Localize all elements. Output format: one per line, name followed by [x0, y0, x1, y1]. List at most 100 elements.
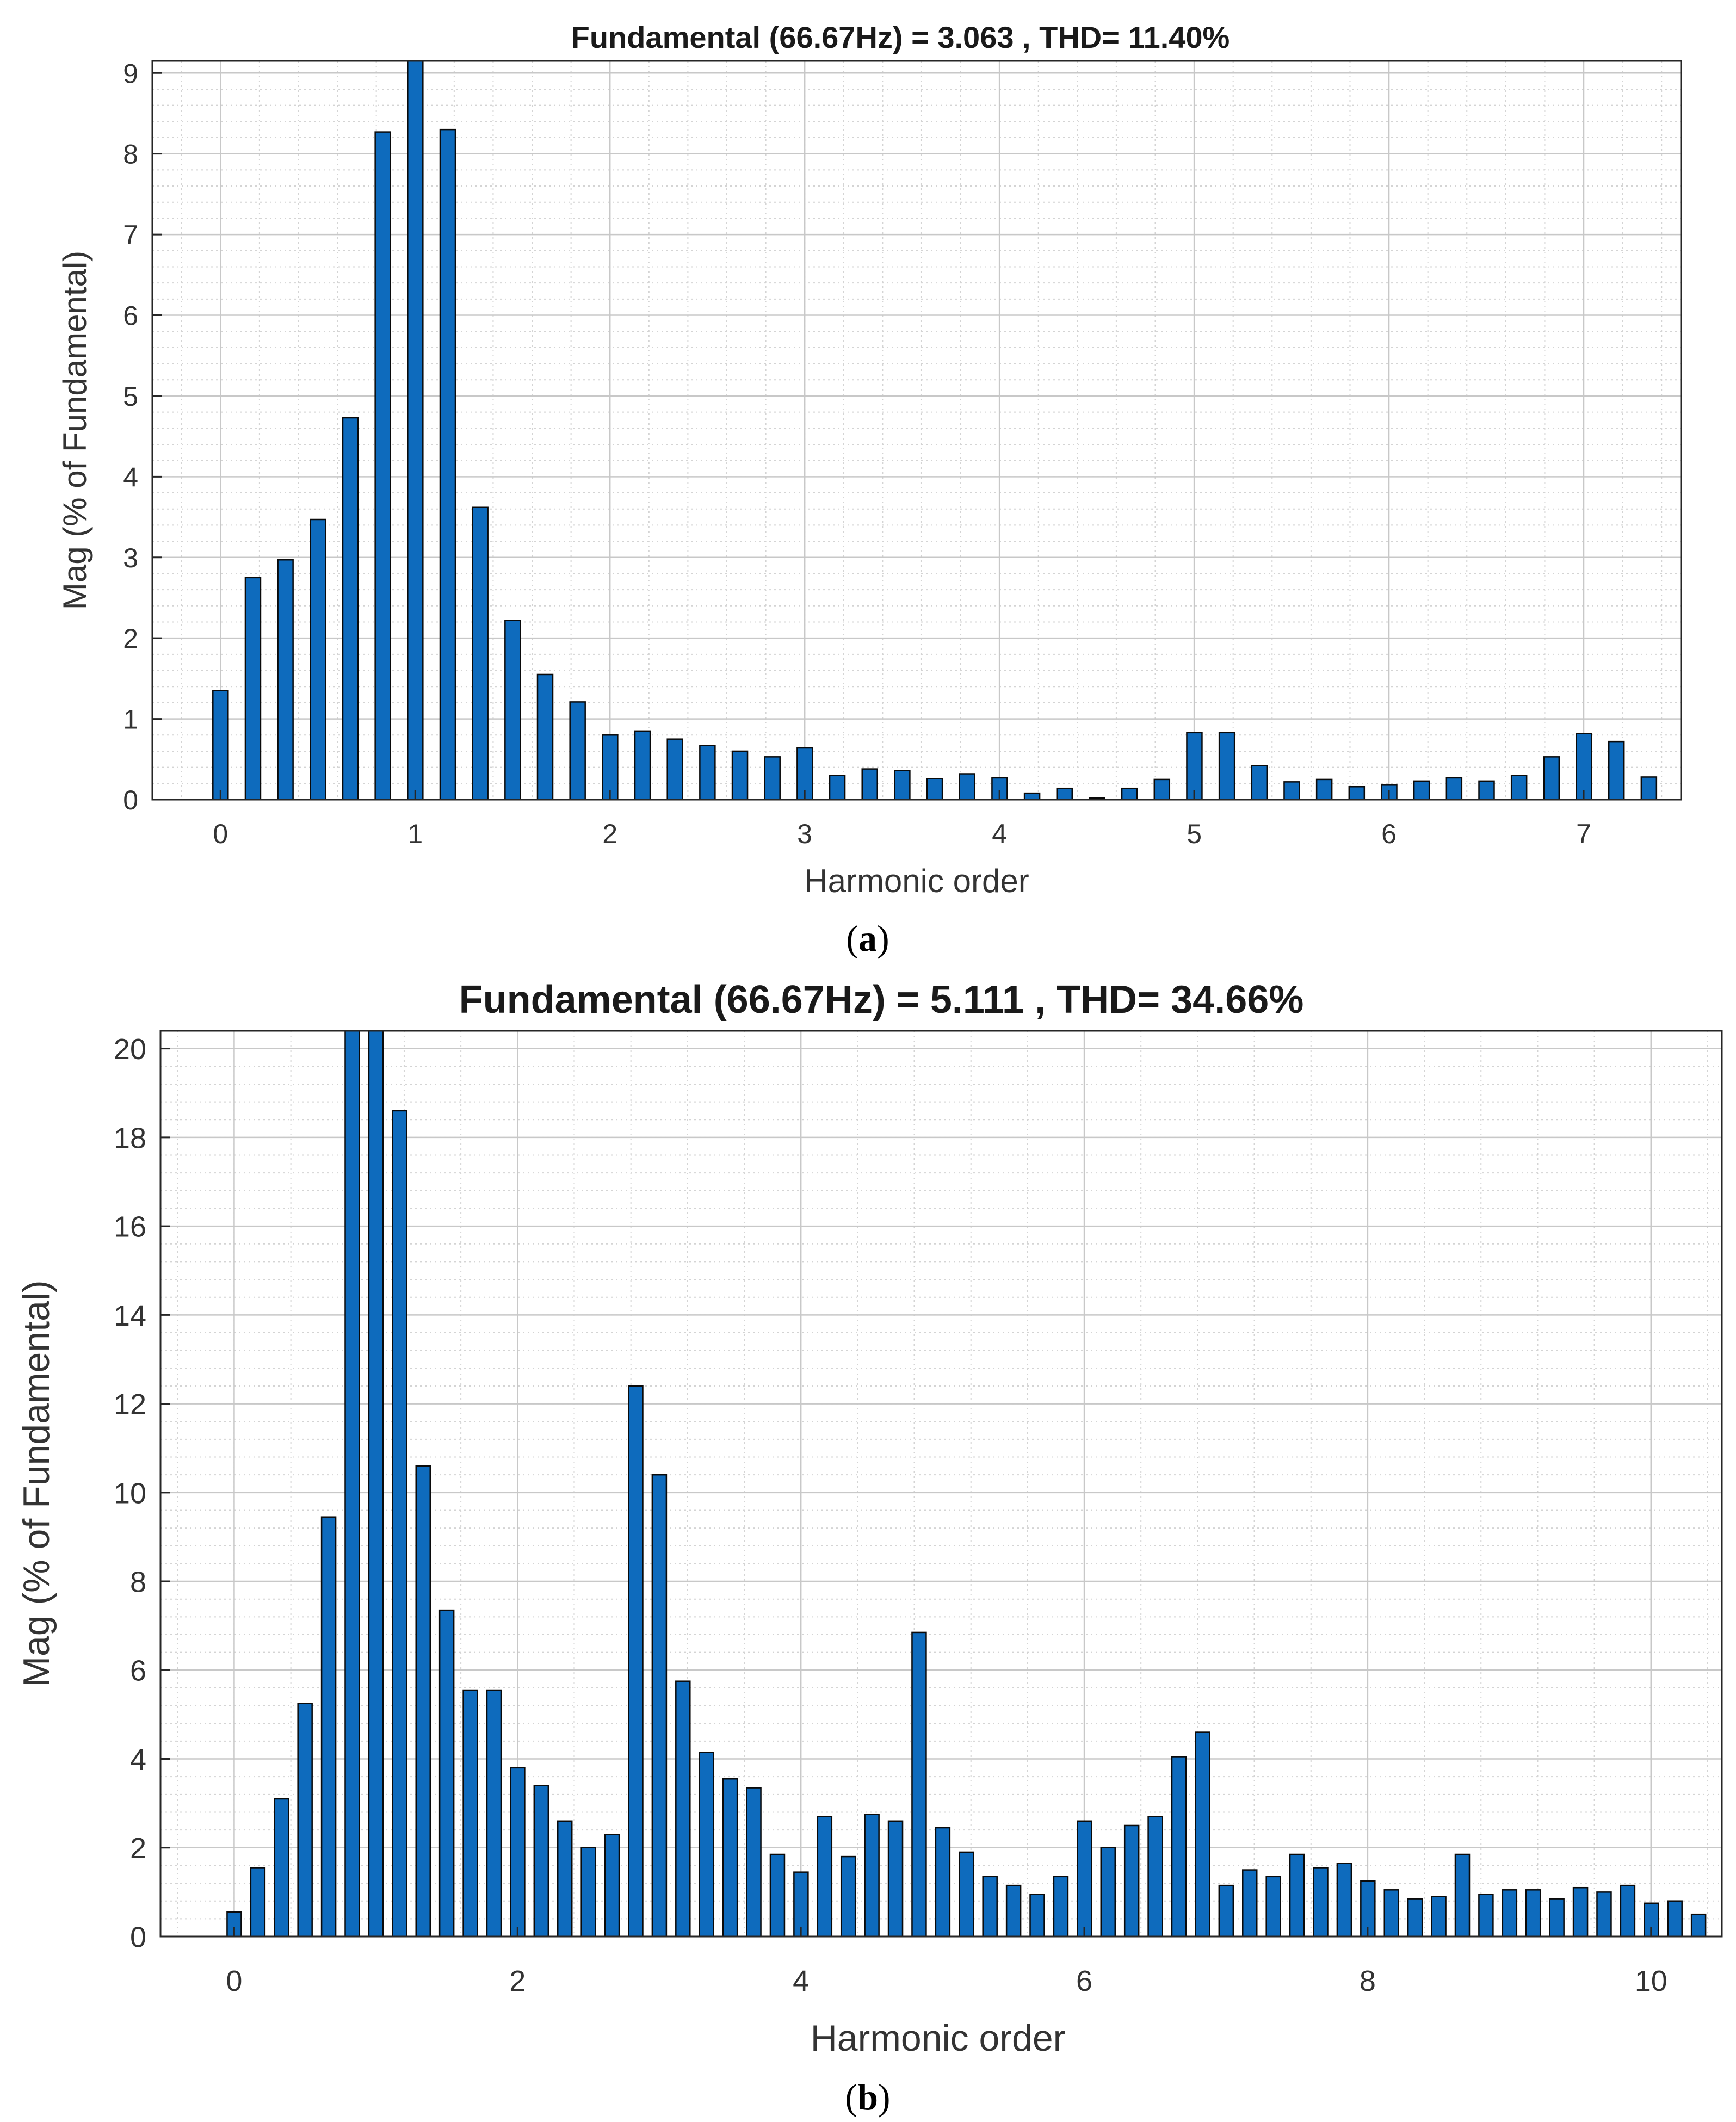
- chart-b-bar: [250, 1867, 266, 1938]
- chart-panel-b: 0 2 4 6 8 10 0 2 4 6 8 10 12 14 16 18 20 Fundamental (6…: [16, 978, 1723, 2118]
- chart-a-bar: [1251, 765, 1268, 801]
- chart-b-bar: [297, 1703, 313, 1938]
- chart-b-plot-frame: [159, 1030, 1723, 1938]
- chart-a-x-axis-label: Harmonic order: [804, 863, 1029, 899]
- chart-b-x-axis-label: Harmonic order: [811, 2018, 1066, 2059]
- chart-b-bar: [1502, 1889, 1518, 1938]
- chart-b-bar: [344, 1030, 360, 1938]
- chart-a-bar: [342, 417, 359, 801]
- chart-a-y-tick-label: 1: [123, 704, 138, 735]
- chart-b-y-tick-label: 16: [114, 1211, 146, 1243]
- chart-b-bar: [1667, 1900, 1683, 1938]
- chart-a-title: Fundamental (66.67Hz) = 3.063 , THD= 11.…: [571, 20, 1230, 54]
- chart-b-bar: [274, 1798, 289, 1938]
- chart-a-x-tick-label: 1: [407, 819, 423, 849]
- chart-a-x-ticks: 0 1 2 3 4 5 6 7: [213, 790, 1591, 849]
- chart-a-bar: [407, 60, 424, 801]
- chart-b-bar: [1690, 1913, 1707, 1938]
- chart-a-plot-frame: [151, 60, 1682, 801]
- chart-b-y-tick-label: 12: [114, 1388, 146, 1421]
- chart-b-bar: [1147, 1816, 1163, 1938]
- chart-a-x-tick-label: 3: [797, 819, 812, 849]
- chart-b-bar: [935, 1827, 951, 1938]
- chart-a-bar: [1445, 777, 1463, 801]
- chart-b-bar: [1100, 1847, 1116, 1938]
- chart-b-bar: [1242, 1869, 1258, 1938]
- chart-a-bar: [1218, 732, 1235, 801]
- chart-a-bar: [1348, 786, 1366, 801]
- chart-b-bar: [533, 1785, 549, 1938]
- chart-b-bar: [320, 1516, 337, 1938]
- chart-a-bar: [991, 777, 1008, 801]
- chart-a-bar: [829, 775, 846, 801]
- chart-a-bar: [699, 745, 716, 801]
- chart-b-bar: [1549, 1898, 1565, 1938]
- chart-a-bar: [1478, 780, 1495, 801]
- chart-a-bar: [1640, 776, 1658, 801]
- chart-b-y-tick-label: 0: [130, 1921, 146, 1953]
- chart-b-bar: [438, 1609, 455, 1938]
- chart-a-bar: [374, 131, 391, 801]
- chart-b-bar: [675, 1680, 691, 1938]
- chart-a-bar: [212, 690, 229, 801]
- chart-b-bar: [392, 1110, 407, 1938]
- chart-b-bar: [1289, 1853, 1305, 1938]
- chart-a-x-tick-label: 6: [1381, 819, 1397, 849]
- chart-a-bar: [504, 620, 521, 801]
- chart-a-bar: [310, 518, 326, 801]
- chart-a-caption: (a): [846, 918, 889, 959]
- chart-b-bar: [1218, 1884, 1234, 1938]
- chart-b-bar: [1336, 1863, 1352, 1938]
- chart-b-bar: [604, 1834, 620, 1938]
- chart-a-x-tick-label: 4: [992, 819, 1007, 849]
- chart-b-bar: [368, 1030, 384, 1938]
- chart-a-bar: [926, 778, 943, 801]
- chart-a-y-tick-label: 6: [123, 301, 138, 331]
- chart-a-y-tick-label: 9: [123, 58, 138, 89]
- chart-a-y-tick-label: 7: [123, 220, 138, 250]
- chart-b-bar: [699, 1752, 714, 1938]
- chart-b-bar: [746, 1787, 762, 1938]
- chart-b-bars: [226, 1030, 1707, 1938]
- chart-a-bar: [472, 506, 489, 801]
- chart-a-bar: [277, 559, 294, 801]
- chart-b-bar: [462, 1689, 478, 1938]
- chart-b-caption: (b): [845, 2076, 890, 2118]
- chart-a-bar: [244, 577, 262, 801]
- chart-b-y-ticks: 0 2 4 6 8 10 12 14 16 18 20: [114, 1033, 170, 1953]
- chart-b-bar: [580, 1847, 596, 1938]
- chart-a-bar: [634, 730, 651, 801]
- chart-a-bar: [1608, 740, 1625, 801]
- chart-b-bar: [1383, 1889, 1399, 1938]
- chart-b-bar: [722, 1778, 738, 1938]
- chart-b-bar: [1313, 1867, 1329, 1938]
- chart-a-bar: [959, 773, 975, 801]
- chart-b-bar: [1029, 1894, 1045, 1938]
- chart-b-bar: [557, 1820, 573, 1938]
- chart-a-bar: [1315, 778, 1333, 801]
- chart-a-bar: [439, 128, 456, 801]
- chart-b-bar: [1478, 1894, 1494, 1938]
- chart-b-bar: [510, 1767, 526, 1938]
- chart-b-bar: [1005, 1884, 1022, 1938]
- chart-b-bar: [817, 1816, 833, 1938]
- chart-panel-a: 0 1 2 3 4 5 6 7 0 1 2 3 4 5 6 7 8 9 Fundamental (66.67Hz…: [57, 20, 1682, 959]
- chart-b-bar: [1572, 1886, 1589, 1938]
- chart-a-bar: [1121, 787, 1138, 801]
- chart-b-bar: [1077, 1820, 1092, 1938]
- chart-b-bar: [911, 1631, 927, 1938]
- chart-b-bar: [1620, 1884, 1636, 1938]
- chart-a-bar: [569, 701, 586, 801]
- chart-a-y-tick-label: 2: [123, 623, 138, 654]
- chart-b-bar: [1123, 1824, 1140, 1938]
- chart-a-bar: [1543, 756, 1560, 801]
- chart-a-bar: [861, 768, 878, 801]
- chart-b-x-tick-label: 0: [226, 1965, 242, 1997]
- chart-b-bar: [959, 1851, 974, 1938]
- chart-a-caption-letter: a: [858, 918, 877, 959]
- chart-b-bar: [1171, 1756, 1187, 1938]
- chart-a-bar: [764, 756, 781, 801]
- chart-b-y-tick-label: 2: [130, 1832, 146, 1865]
- chart-b-bar: [415, 1465, 431, 1938]
